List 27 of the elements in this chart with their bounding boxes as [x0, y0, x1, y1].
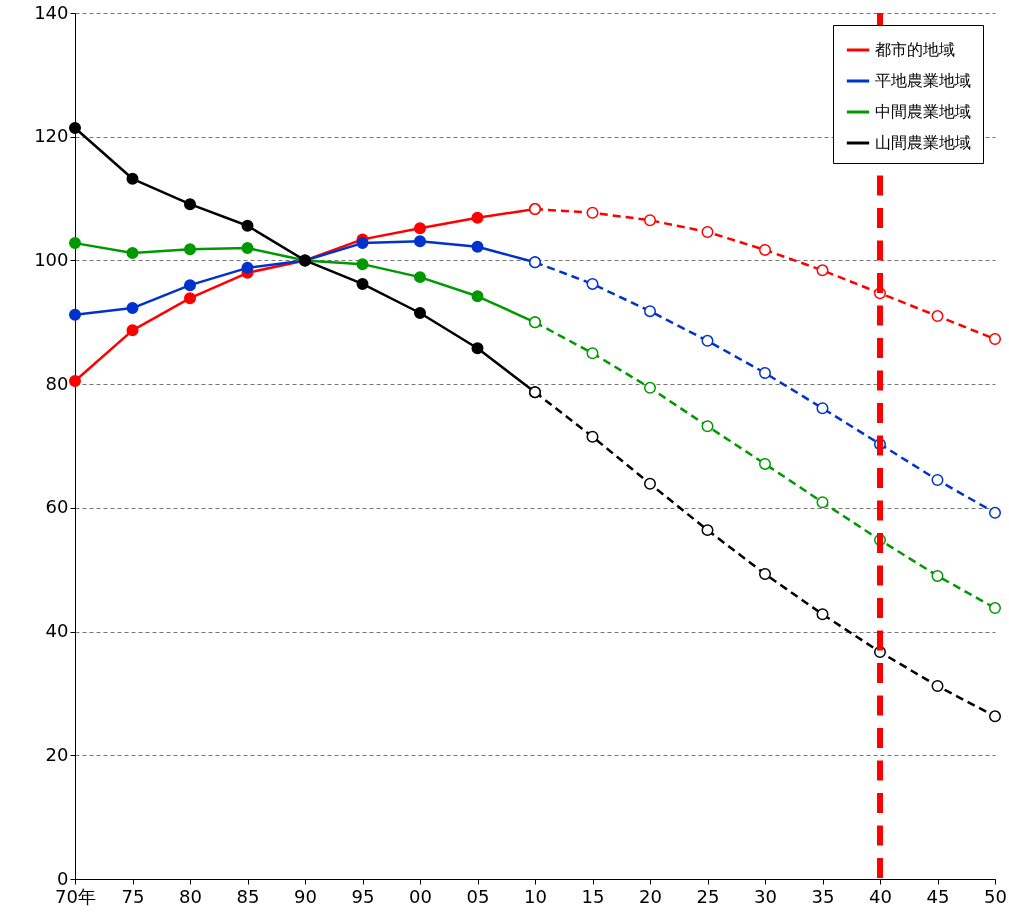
x-tick-label: 85: [236, 885, 260, 907]
x-tick-label: 00: [409, 885, 432, 907]
x-tick-label: 95: [351, 885, 375, 907]
x-tick-label: 90: [294, 885, 317, 907]
y-tick-label: 120: [34, 125, 69, 147]
x-tick-label: 40: [869, 885, 892, 907]
x-tick-label: 50: [984, 885, 1007, 907]
legend-label: 平地農業地域: [875, 71, 971, 90]
x-tick-label: 20: [639, 885, 662, 907]
x-tick-label: 10: [524, 885, 547, 907]
y-tick-label: 100: [34, 248, 69, 270]
y-tick-label: 80: [45, 372, 69, 394]
x-tick-label: 25: [696, 885, 720, 907]
legend-label: 中間農業地域: [875, 102, 971, 121]
y-tick-label: 20: [45, 743, 69, 765]
legend-label: 都市的地域: [875, 40, 955, 59]
legend-label: 山間農業地域: [875, 133, 971, 152]
y-tick-label: 40: [45, 620, 69, 642]
x-tick-label: 05: [466, 885, 490, 907]
x-tick-label: 45: [926, 885, 950, 907]
x-tick-label: 80: [179, 885, 202, 907]
y-tick-label: 60: [45, 496, 69, 518]
x-tick-label: 35: [811, 885, 835, 907]
y-tick-label: 140: [34, 1, 69, 23]
x-tick-label: 75: [121, 885, 145, 907]
x-tick-label: 15: [581, 885, 605, 907]
x-tick-label: 30: [754, 885, 777, 907]
